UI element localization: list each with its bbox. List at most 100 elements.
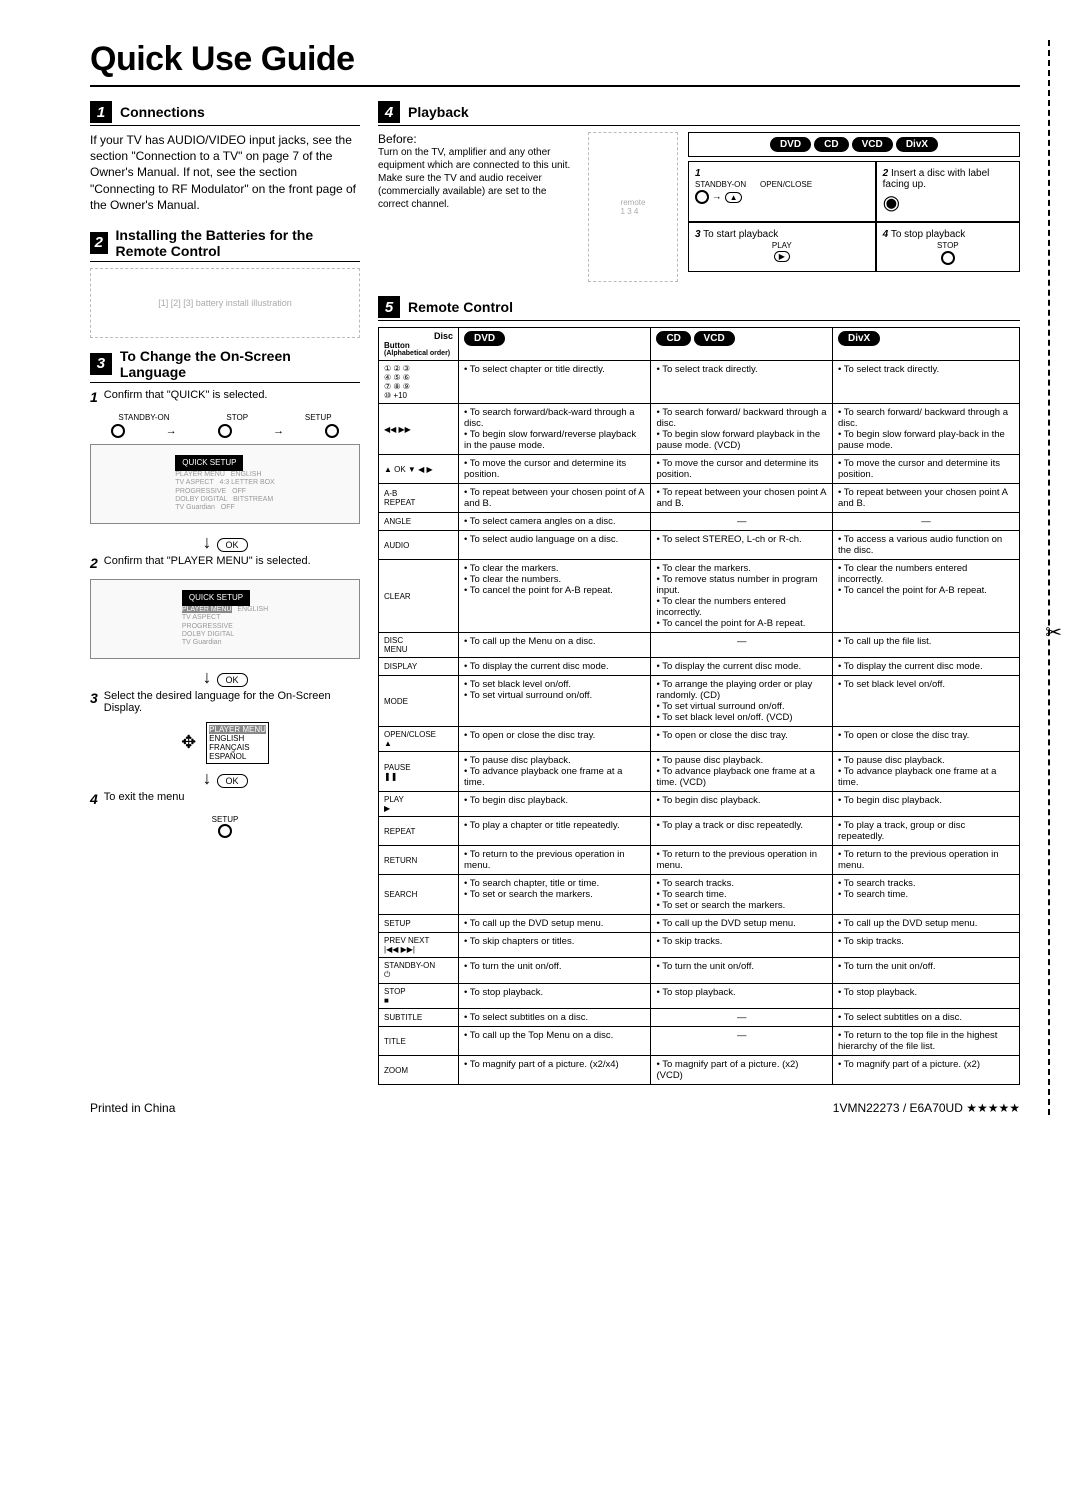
arrow-down-icon: ↓ OK (90, 532, 360, 553)
section-badge-1: 1 (90, 101, 112, 123)
remote-control-table: Disc Button (Alphabetical order) DVD CD … (378, 327, 1020, 1085)
left-column: 1 Connections If your TV has AUDIO/VIDEO… (90, 101, 360, 1085)
play-icon: ▶ (774, 251, 790, 262)
button-cell: OPEN/CLOSE▲ (379, 727, 459, 752)
desc-cell: To move the cursor and determine its pos… (832, 455, 1019, 484)
footer-right: 1VMN22273 / E6A70UD ★★★★★ (833, 1101, 1020, 1115)
desc-cell: To select camera angles on a disc. (459, 513, 651, 531)
button-cell: SUBTITLE (379, 1009, 459, 1027)
table-row: STOP■To stop playback.To stop playback.T… (379, 984, 1020, 1009)
desc-cell: To set black level on/off.To set virtual… (459, 676, 651, 727)
section-5-title: Remote Control (408, 299, 513, 315)
button-cell: MODE (379, 676, 459, 727)
table-row: DISPLAYTo display the current disc mode.… (379, 658, 1020, 676)
desc-cell: To begin disc playback. (832, 792, 1019, 817)
desc-cell: To set black level on/off. (832, 676, 1019, 727)
section-2-title: Installing the Batteries for the Remote … (116, 227, 360, 259)
stop-icon (218, 424, 232, 438)
desc-cell: To select audio language on a disc. (459, 531, 651, 560)
standby-icon (111, 424, 125, 438)
section-3-title: To Change the On-Screen Language (120, 348, 360, 380)
table-row: PREV NEXT|◀◀ ▶▶|To skip chapters or titl… (379, 933, 1020, 958)
desc-cell: To turn the unit on/off. (832, 958, 1019, 984)
section-3-header: 3 To Change the On-Screen Language (90, 348, 360, 383)
arrow-down-icon: ↓ OK (90, 768, 360, 789)
disc-pills: DVD CD VCD DivX (688, 132, 1020, 157)
button-cell: RETURN (379, 846, 459, 875)
desc-cell: — (832, 513, 1019, 531)
setup-icon (325, 424, 339, 438)
button-cell: ANGLE (379, 513, 459, 531)
step-3-text: Select the desired language for the On-S… (104, 690, 360, 714)
col-cd-vcd: CD VCD (651, 328, 833, 361)
step-2-text: Confirm that "PLAYER MENU" is selected. (104, 555, 311, 571)
desc-cell: To call up the Top Menu on a disc. (459, 1027, 651, 1056)
desc-cell: To call up the DVD setup menu. (459, 915, 651, 933)
before-text: Turn on the TV, amplifier and any other … (378, 146, 578, 211)
desc-cell: To return to the previous operation in m… (459, 846, 651, 875)
table-row: DISCMENUTo call up the Menu on a disc.—T… (379, 633, 1020, 658)
desc-cell: To move the cursor and determine its pos… (651, 455, 833, 484)
desc-cell: — (651, 513, 833, 531)
button-cell: AUDIO (379, 531, 459, 560)
table-row: A-BREPEATTo repeat between your chosen p… (379, 484, 1020, 513)
button-cell: ▲ OK ▼ ◀ ▶ (379, 455, 459, 484)
desc-cell: To stop playback. (651, 984, 833, 1009)
page-footer: Printed in China 1VMN22273 / E6A70UD ★★★… (90, 1101, 1020, 1115)
section-2-header: 2 Installing the Batteries for the Remot… (90, 227, 360, 262)
step-3: 3 Select the desired language for the On… (90, 690, 360, 714)
button-cell: PAUSE❚❚ (379, 752, 459, 792)
desc-cell: To open or close the disc tray. (832, 727, 1019, 752)
desc-cell: To open or close the disc tray. (651, 727, 833, 752)
desc-cell: To call up the DVD setup menu. (651, 915, 833, 933)
button-cell: STOP■ (379, 984, 459, 1009)
desc-cell: To magnify part of a picture. (x2) (VCD) (651, 1056, 833, 1085)
setup-icon (218, 824, 232, 838)
arrow-icon: → (273, 425, 284, 437)
desc-cell: To search forward/ backward through a di… (832, 404, 1019, 455)
col-divx: DivX (832, 328, 1019, 361)
desc-cell: To select subtitles on a disc. (459, 1009, 651, 1027)
button-cell: STANDBY-ON⏻ (379, 958, 459, 984)
playback-step-3: 3 To start playback PLAY ▶ (688, 222, 876, 272)
desc-cell: To pause disc playback.To advance playba… (459, 752, 651, 792)
desc-cell: To select STEREO, L-ch or R-ch. (651, 531, 833, 560)
button-cell: ◀◀ ▶▶ (379, 404, 459, 455)
desc-cell: To stop playback. (832, 984, 1019, 1009)
button-cell: TITLE (379, 1027, 459, 1056)
desc-cell: To clear the markers.To remove status nu… (651, 560, 833, 633)
desc-cell: To pause disc playback.To advance playba… (832, 752, 1019, 792)
desc-cell: To return to the previous operation in m… (651, 846, 833, 875)
desc-cell: To move the cursor and determine its pos… (459, 455, 651, 484)
desc-cell: To search tracks.To search time.To set o… (651, 875, 833, 915)
step-2: 2 Confirm that "PLAYER MENU" is selected… (90, 555, 360, 571)
section-1-text: If your TV has AUDIO/VIDEO input jacks, … (90, 132, 360, 213)
standby-icon (695, 190, 709, 204)
desc-cell: To turn the unit on/off. (651, 958, 833, 984)
desc-cell: To open or close the disc tray. (459, 727, 651, 752)
eject-icon: ▲ (725, 192, 743, 203)
desc-cell: To clear the numbers entered incorrectly… (832, 560, 1019, 633)
desc-cell: To play a track or disc repeatedly. (651, 817, 833, 846)
button-cell: SEARCH (379, 875, 459, 915)
desc-cell: To search forward/ backward through a di… (651, 404, 833, 455)
button-cell: PREV NEXT|◀◀ ▶▶| (379, 933, 459, 958)
section-4-header: 4 Playback (378, 101, 1020, 126)
button-cell: ZOOM (379, 1056, 459, 1085)
remote-diagram: remote1 3 4 (588, 132, 678, 282)
table-row: MODETo set black level on/off.To set vir… (379, 676, 1020, 727)
stop-icon (941, 251, 955, 265)
desc-cell: To begin disc playback. (459, 792, 651, 817)
label-stop: STOP (226, 413, 248, 422)
button-cell: DISCMENU (379, 633, 459, 658)
before-label: Before: (378, 132, 578, 146)
desc-cell: To pause disc playback.To advance playba… (651, 752, 833, 792)
desc-cell: To call up the Menu on a disc. (459, 633, 651, 658)
desc-cell: To stop playback. (459, 984, 651, 1009)
playback-step-1: 1 STANDBY-ON OPEN/CLOSE → ▲ (688, 161, 876, 222)
desc-cell: To repeat between your chosen point A an… (651, 484, 833, 513)
col-button: Disc Button (Alphabetical order) (379, 328, 459, 361)
desc-cell: To search tracks.To search time. (832, 875, 1019, 915)
step-1: 1 Confirm that "QUICK" is selected. (90, 389, 360, 405)
dpad-icon: ✥ (181, 732, 196, 753)
